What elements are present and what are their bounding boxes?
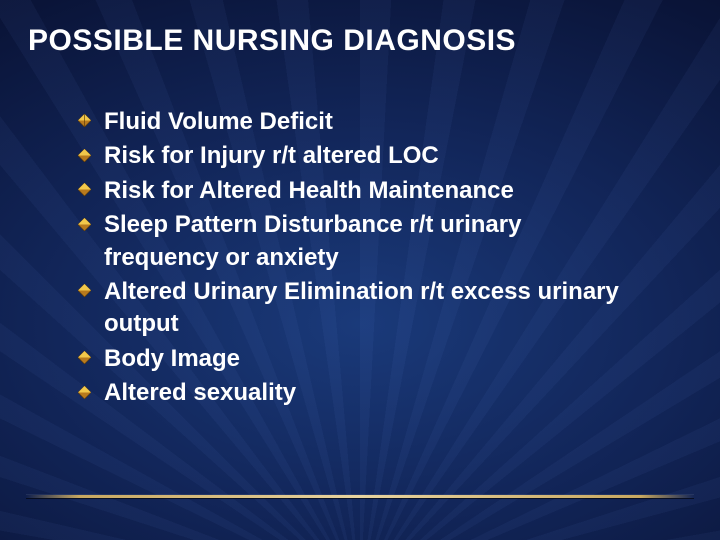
list-item: Altered Urinary Elimination r/t excess u… [78,276,632,341]
footer-divider [26,495,694,498]
list-item-text: Risk for Altered Health Maintenance [104,177,514,204]
list-item: Risk for Injury r/t altered LOC [78,140,632,172]
list-item: Sleep Pattern Disturbance r/t urinary fr… [78,209,632,274]
slide-title: POSSIBLE NURSING DIAGNOSIS [28,24,692,58]
bullet-icon [78,114,91,127]
list-item-text: Risk for Injury r/t altered LOC [104,142,439,169]
bullet-icon [78,149,91,162]
bullet-icon [78,218,91,231]
list-item-text: Sleep Pattern Disturbance r/t urinary fr… [104,211,521,270]
list-item-text: Fluid Volume Deficit [104,108,333,135]
bullet-icon [78,284,91,297]
bullet-icon [78,386,91,399]
list-item-text: Body Image [104,345,240,372]
list-item-text: Altered sexuality [104,379,296,406]
bullet-icon [78,183,91,196]
list-item: Risk for Altered Health Maintenance [78,175,632,207]
diagnosis-list: Fluid Volume Deficit Risk for Injury r/t… [28,106,692,410]
list-item: Body Image [78,343,632,375]
list-item: Fluid Volume Deficit [78,106,632,138]
slide: POSSIBLE NURSING DIAGNOSIS Fluid Volume … [0,0,720,540]
bullet-icon [78,351,91,364]
list-item-text: Altered Urinary Elimination r/t excess u… [104,278,619,337]
list-item: Altered sexuality [78,377,632,409]
